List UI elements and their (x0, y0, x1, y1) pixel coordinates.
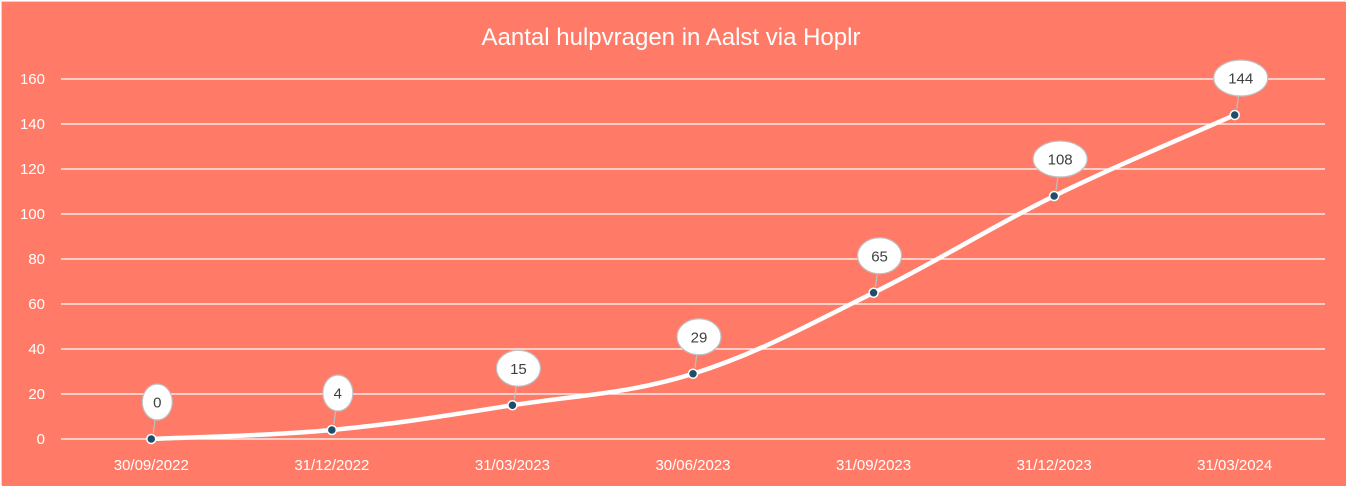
data-label-text: 29 (691, 329, 708, 346)
x-tick-label: 31/03/2024 (1197, 457, 1272, 474)
data-point (868, 287, 879, 298)
gridlines (61, 78, 1325, 440)
data-label: 15 (495, 349, 542, 400)
data-label-bubble (322, 374, 354, 412)
y-tick-label: 160 (20, 71, 45, 88)
y-tick-label: 40 (28, 341, 45, 358)
data-label-bubble (141, 383, 173, 421)
data-label: 4 (322, 374, 354, 425)
chart-title: Aantal hulpvragen in Aalst via Hoplr (482, 24, 861, 51)
y-tick-label: 100 (20, 206, 45, 223)
y-axis-tick-labels: 0 20 40 60 80 100 120 140 160 (20, 71, 45, 448)
x-tick-label: 31/12/2023 (1017, 457, 1092, 474)
x-tick-label: 31/03/2023 (475, 457, 550, 474)
data-point (326, 424, 338, 436)
data-point (1048, 190, 1060, 202)
data-point (146, 433, 157, 445)
data-label-text: 144 (1228, 71, 1253, 88)
y-tick-label: 0 (37, 431, 45, 448)
x-tick-label: 31/09/2023 (836, 457, 911, 474)
data-label: 29 (676, 318, 722, 368)
data-label: 0 (141, 383, 173, 434)
data-label: 108 (1032, 140, 1088, 191)
data-label-bubble (1213, 59, 1269, 97)
data-label: 144 (1213, 59, 1269, 110)
data-labels: 0 4 15 29 65 108 144 (141, 59, 1269, 434)
data-label-bubble (856, 237, 903, 275)
y-tick-label: 80 (28, 251, 45, 268)
data-label-text: 4 (334, 386, 342, 403)
data-label-leader (152, 417, 156, 434)
data-label-leader (333, 408, 337, 425)
data-label-text: 0 (153, 395, 161, 412)
y-tick-label: 60 (28, 296, 45, 313)
data-label-bubble (1032, 140, 1088, 178)
data-point (1229, 109, 1240, 121)
data-label-text: 15 (510, 361, 527, 378)
data-point (687, 368, 699, 379)
data-label-text: 65 (871, 248, 888, 265)
y-tick-label: 140 (20, 116, 45, 133)
x-tick-label: 31/12/2022 (294, 457, 369, 474)
data-label-text: 108 (1048, 152, 1073, 169)
data-label: 65 (856, 237, 903, 287)
x-tick-label: 30/06/2023 (655, 457, 730, 474)
y-tick-label: 20 (28, 386, 45, 403)
x-axis-tick-labels: 30/09/2022 31/12/2022 31/03/2023 30/06/2023… (114, 457, 1273, 474)
data-label-bubble (676, 318, 722, 356)
x-tick-label: 30/09/2022 (114, 457, 189, 474)
series-markers (146, 109, 1240, 445)
y-tick-label: 120 (20, 161, 45, 178)
data-label-bubble (495, 349, 542, 387)
data-point (507, 400, 518, 411)
